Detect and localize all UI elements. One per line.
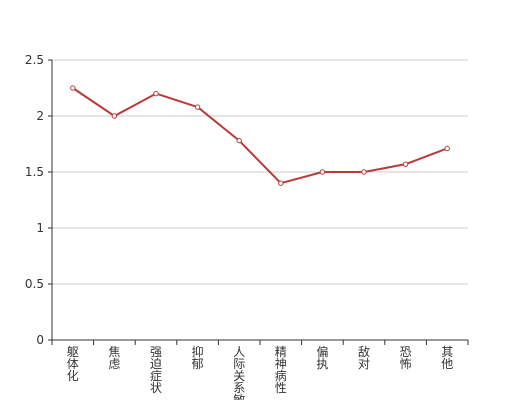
y-axis: 0 0.5 1 1.5 2 2.5 <box>25 53 53 347</box>
data-point[interactable] <box>402 161 409 167</box>
x-tick-label: 精神病性 <box>275 345 287 395</box>
x-tick-label: 偏执 <box>316 344 328 371</box>
series-layer <box>70 85 450 186</box>
data-point[interactable] <box>111 113 118 119</box>
data-point[interactable] <box>319 169 326 175</box>
data-point[interactable] <box>444 145 450 152</box>
x-tick-label: 躯体化 <box>67 344 79 383</box>
x-tick-label: 强迫症状 <box>150 345 162 395</box>
x-tick-label: 焦虑 <box>108 345 120 371</box>
x-tick-label: 抑郁 <box>192 344 204 371</box>
grid-lines <box>52 59 468 285</box>
series-line <box>72 87 448 185</box>
data-point[interactable] <box>278 180 284 186</box>
data-point[interactable] <box>236 137 242 144</box>
y-tick-label: 0.5 <box>25 277 44 291</box>
y-tick-label: 1 <box>36 221 44 235</box>
data-point[interactable] <box>153 90 159 97</box>
x-axis: 躯体化 焦虑 强迫症状 抑郁 人际关系敏感 精神病性 偏执 敌对 恐怖 其他 <box>51 339 469 400</box>
data-point[interactable] <box>194 104 201 110</box>
x-tick-label: 人际关系敏感 <box>233 345 245 400</box>
x-tick-label: 敌对 <box>358 344 370 371</box>
x-tick-label: 恐怖 <box>400 345 412 371</box>
x-tick-label: 其他 <box>441 345 453 371</box>
data-point[interactable] <box>361 169 367 175</box>
y-tick-label: 0 <box>36 333 44 347</box>
y-tick-label: 2.5 <box>25 53 44 67</box>
data-point[interactable] <box>70 85 76 91</box>
y-tick-label: 2 <box>36 109 44 123</box>
y-tick-label: 1.5 <box>25 165 44 179</box>
